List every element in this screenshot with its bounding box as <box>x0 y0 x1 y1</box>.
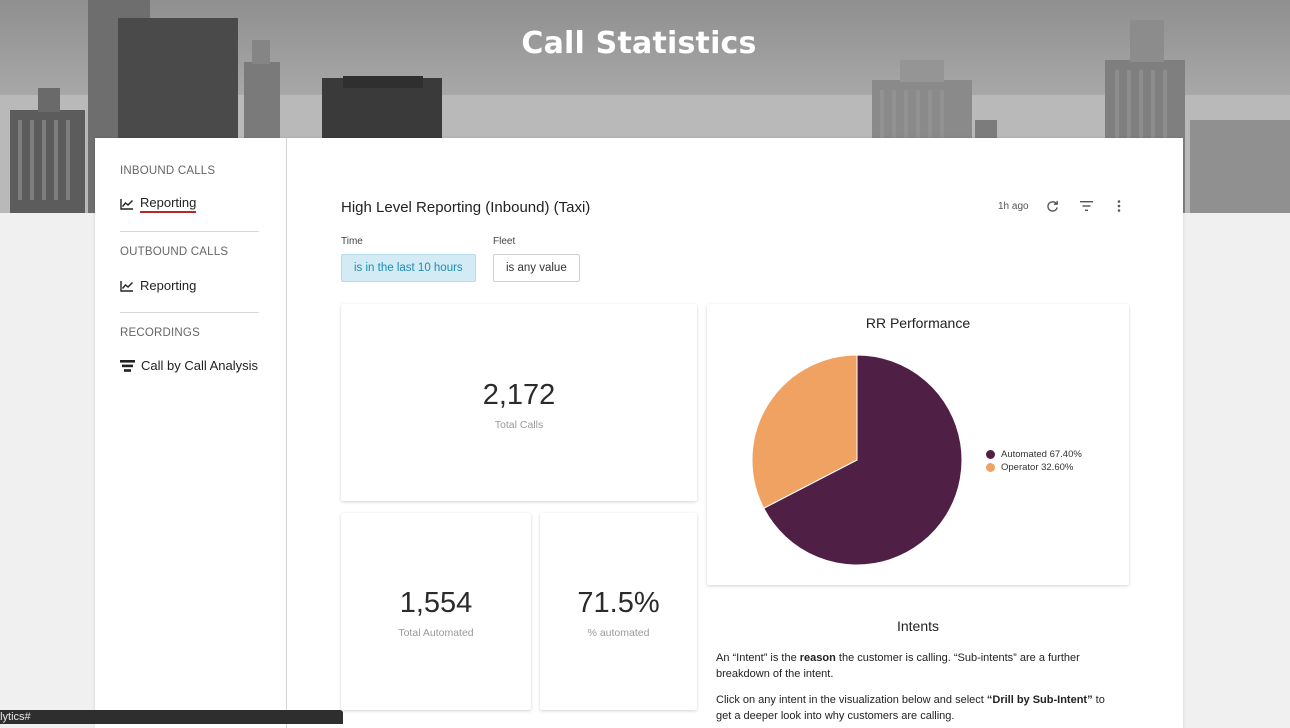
refresh-icon[interactable] <box>1044 197 1062 215</box>
chart-tile-rr-performance[interactable]: RR Performance Automated 67.40% Operator… <box>707 304 1129 585</box>
intents-text-part: the customer is calling. “Sub-intents” a… <box>716 652 1080 680</box>
kpi-tile-total-calls[interactable]: 2,172 Total Calls <box>341 304 697 501</box>
intents-text-part: An “Intent” is the <box>716 652 800 664</box>
kpi-label: Total Calls <box>494 419 544 431</box>
sidebar-item-label: Reporting <box>140 195 197 213</box>
sidebar-divider <box>120 312 259 313</box>
pie-chart <box>751 354 963 566</box>
time-filter-button[interactable]: is in the last 10 hours <box>341 254 476 282</box>
legend-item-automated[interactable]: Automated 67.40% <box>986 448 1082 461</box>
kpi-value: 2,172 <box>482 379 556 411</box>
intents-description: An “Intent” is the reason the customer i… <box>716 650 1116 682</box>
kpi-label: % automated <box>587 627 650 639</box>
sidebar-divider <box>120 231 259 232</box>
dashboard-toolbar: 1h ago <box>998 197 1128 215</box>
fleet-filter-button[interactable]: is any value <box>493 254 580 282</box>
intents-instructions: Click on any intent in the visualization… <box>716 692 1116 724</box>
kpi-tile-pct-automated[interactable]: 71.5% % automated <box>540 513 697 710</box>
legend-swatch <box>986 463 995 472</box>
pie-slice-automated[interactable] <box>763 354 963 566</box>
legend-item-operator[interactable]: Operator 32.60% <box>986 461 1082 474</box>
kpi-value: 71.5% <box>577 587 660 619</box>
chart-title: RR Performance <box>865 315 971 331</box>
page-title: Call Statistics <box>521 26 757 61</box>
intents-text-part: Click on any intent in the visualization… <box>716 694 987 706</box>
sidebar-heading-outbound: OUTBOUND CALLS <box>120 246 229 258</box>
more-vert-icon[interactable] <box>1110 197 1128 215</box>
status-url-bar: alytics# <box>0 710 343 724</box>
funnel-stack-icon <box>120 359 135 372</box>
filter-label-fleet: Fleet <box>493 236 516 247</box>
sidebar-item-label: Reporting <box>140 278 197 293</box>
sidebar-item-outbound-reporting[interactable]: Reporting <box>120 278 196 293</box>
intents-title: Intents <box>896 618 940 634</box>
pie-slice-operator[interactable] <box>751 354 858 509</box>
sidebar-item-call-analysis[interactable]: Call by Call Analysis <box>120 358 258 373</box>
intents-text-bold: “Drill by Sub-Intent” <box>986 694 1093 706</box>
kpi-value: 1,554 <box>399 587 473 619</box>
sidebar-heading-recordings: RECORDINGS <box>120 327 200 339</box>
intents-text-part: to get a deeper look into why customers … <box>716 694 1105 722</box>
intents-text-bold: reason <box>799 652 836 664</box>
status-url-text: alytics# <box>0 711 31 723</box>
kpi-tile-total-automated[interactable]: 1,554 Total Automated <box>341 513 531 710</box>
sidebar-heading-inbound: INBOUND CALLS <box>120 165 216 177</box>
sidebar-item-inbound-reporting[interactable]: Reporting <box>120 195 197 213</box>
last-updated-text: 1h ago <box>998 200 1029 212</box>
legend-label: Automated 67.40% <box>1001 449 1082 460</box>
sidebar: INBOUND CALLS Reporting OUTBOUND CALLS R… <box>95 138 287 728</box>
dashboard-title: High Level Reporting (Inbound) (Taxi) <box>341 199 591 216</box>
filter-label-time: Time <box>341 236 363 247</box>
line-chart-icon <box>120 199 133 210</box>
legend-label: Operator 32.60% <box>1001 462 1074 473</box>
legend-swatch <box>986 450 995 459</box>
filter-icon[interactable] <box>1078 197 1096 215</box>
chart-legend: Automated 67.40% Operator 32.60% <box>986 448 1082 474</box>
sidebar-item-label: Call by Call Analysis <box>141 358 259 373</box>
line-chart-icon <box>120 280 133 292</box>
kpi-label: Total Automated <box>398 627 474 639</box>
